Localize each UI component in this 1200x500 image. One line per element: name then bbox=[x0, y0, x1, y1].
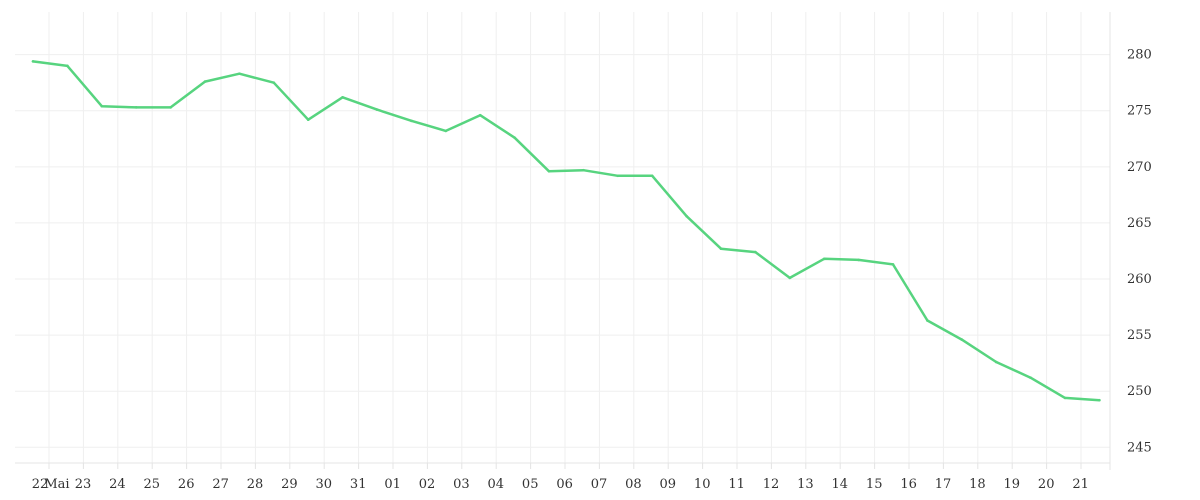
data-point bbox=[1063, 396, 1067, 400]
x-tick-label: 17 bbox=[935, 477, 952, 492]
data-point bbox=[650, 174, 654, 178]
x-tick-label: 27 bbox=[212, 477, 229, 492]
x-tick-label: 15 bbox=[866, 477, 883, 492]
x-tick-label: 02 bbox=[419, 477, 436, 492]
x-tick-label: 20 bbox=[1038, 477, 1055, 492]
data-point bbox=[375, 108, 379, 111]
x-tick-label: 26 bbox=[178, 477, 195, 492]
x-tick-label: 05 bbox=[522, 477, 539, 492]
axes bbox=[15, 12, 1111, 470]
data-point bbox=[1029, 376, 1032, 380]
data-point bbox=[66, 64, 69, 68]
data-point bbox=[272, 81, 276, 84]
x-tick-label: 31 bbox=[350, 477, 367, 492]
x-tick-label: 11 bbox=[728, 477, 745, 492]
x-tick-label: 19 bbox=[1004, 477, 1021, 492]
x-tick-label: 13 bbox=[797, 477, 814, 492]
x-tick-label: Mai bbox=[44, 477, 69, 492]
x-tick-label: 08 bbox=[625, 477, 642, 492]
series-line bbox=[31, 60, 1101, 402]
data-point bbox=[169, 106, 172, 109]
data-point bbox=[891, 263, 895, 266]
data-point bbox=[582, 168, 585, 172]
x-tick-label: 23 bbox=[75, 477, 92, 492]
y-tick-label: 270 bbox=[1127, 160, 1152, 175]
data-point bbox=[719, 247, 723, 251]
x-tick-label: 25 bbox=[144, 477, 161, 492]
y-tick-label: 255 bbox=[1127, 328, 1152, 343]
x-tick-label: 14 bbox=[832, 477, 849, 492]
data-point bbox=[616, 174, 620, 178]
x-tick-label: 01 bbox=[384, 477, 401, 492]
x-tick-label: 03 bbox=[453, 477, 470, 492]
data-point bbox=[444, 129, 448, 133]
data-point bbox=[306, 118, 310, 122]
data-point bbox=[341, 95, 344, 99]
data-point bbox=[547, 170, 551, 173]
x-tick-label: 21 bbox=[1072, 477, 1089, 492]
data-point bbox=[203, 80, 207, 83]
x-tick-label: 04 bbox=[488, 477, 505, 492]
data-point bbox=[788, 276, 792, 280]
data-point bbox=[994, 360, 998, 364]
x-tick-label: 18 bbox=[969, 477, 986, 492]
data-point bbox=[960, 338, 964, 341]
y-tick-label: 260 bbox=[1127, 272, 1152, 287]
y-tick-label: 275 bbox=[1127, 104, 1152, 119]
x-tick-label: 06 bbox=[556, 477, 573, 492]
data-point bbox=[410, 119, 413, 123]
y-tick-label: 245 bbox=[1127, 440, 1152, 455]
x-tick-label: 24 bbox=[109, 477, 126, 492]
data-point bbox=[134, 106, 138, 109]
data-point bbox=[478, 113, 482, 117]
x-tick-label: 22 bbox=[32, 477, 49, 492]
y-tick-label: 265 bbox=[1127, 216, 1152, 231]
data-point bbox=[31, 60, 35, 63]
x-tick-label: 12 bbox=[763, 477, 780, 492]
x-tick-label: 16 bbox=[900, 477, 917, 492]
data-point bbox=[685, 214, 688, 218]
data-point bbox=[1098, 398, 1101, 402]
data-point bbox=[238, 72, 241, 76]
data-point bbox=[513, 136, 516, 139]
data-point bbox=[926, 319, 929, 322]
x-tick-label: 29 bbox=[281, 477, 298, 492]
series-group bbox=[31, 60, 1101, 402]
grid bbox=[15, 12, 1110, 469]
data-point bbox=[857, 258, 860, 262]
data-point bbox=[100, 104, 104, 108]
data-point bbox=[822, 257, 826, 261]
x-tick-label: 07 bbox=[591, 477, 608, 492]
x-tick-label: 30 bbox=[316, 477, 333, 492]
y-tick-label: 280 bbox=[1127, 48, 1152, 63]
x-tick-label: 10 bbox=[694, 477, 711, 492]
data-point bbox=[754, 250, 757, 254]
y-tick-label: 250 bbox=[1127, 384, 1152, 399]
y-tick-labels: 245 250 255 260 265 270 275 280 bbox=[1127, 48, 1152, 456]
x-tick-label: 28 bbox=[247, 477, 264, 492]
x-tick-label: 09 bbox=[660, 477, 677, 492]
